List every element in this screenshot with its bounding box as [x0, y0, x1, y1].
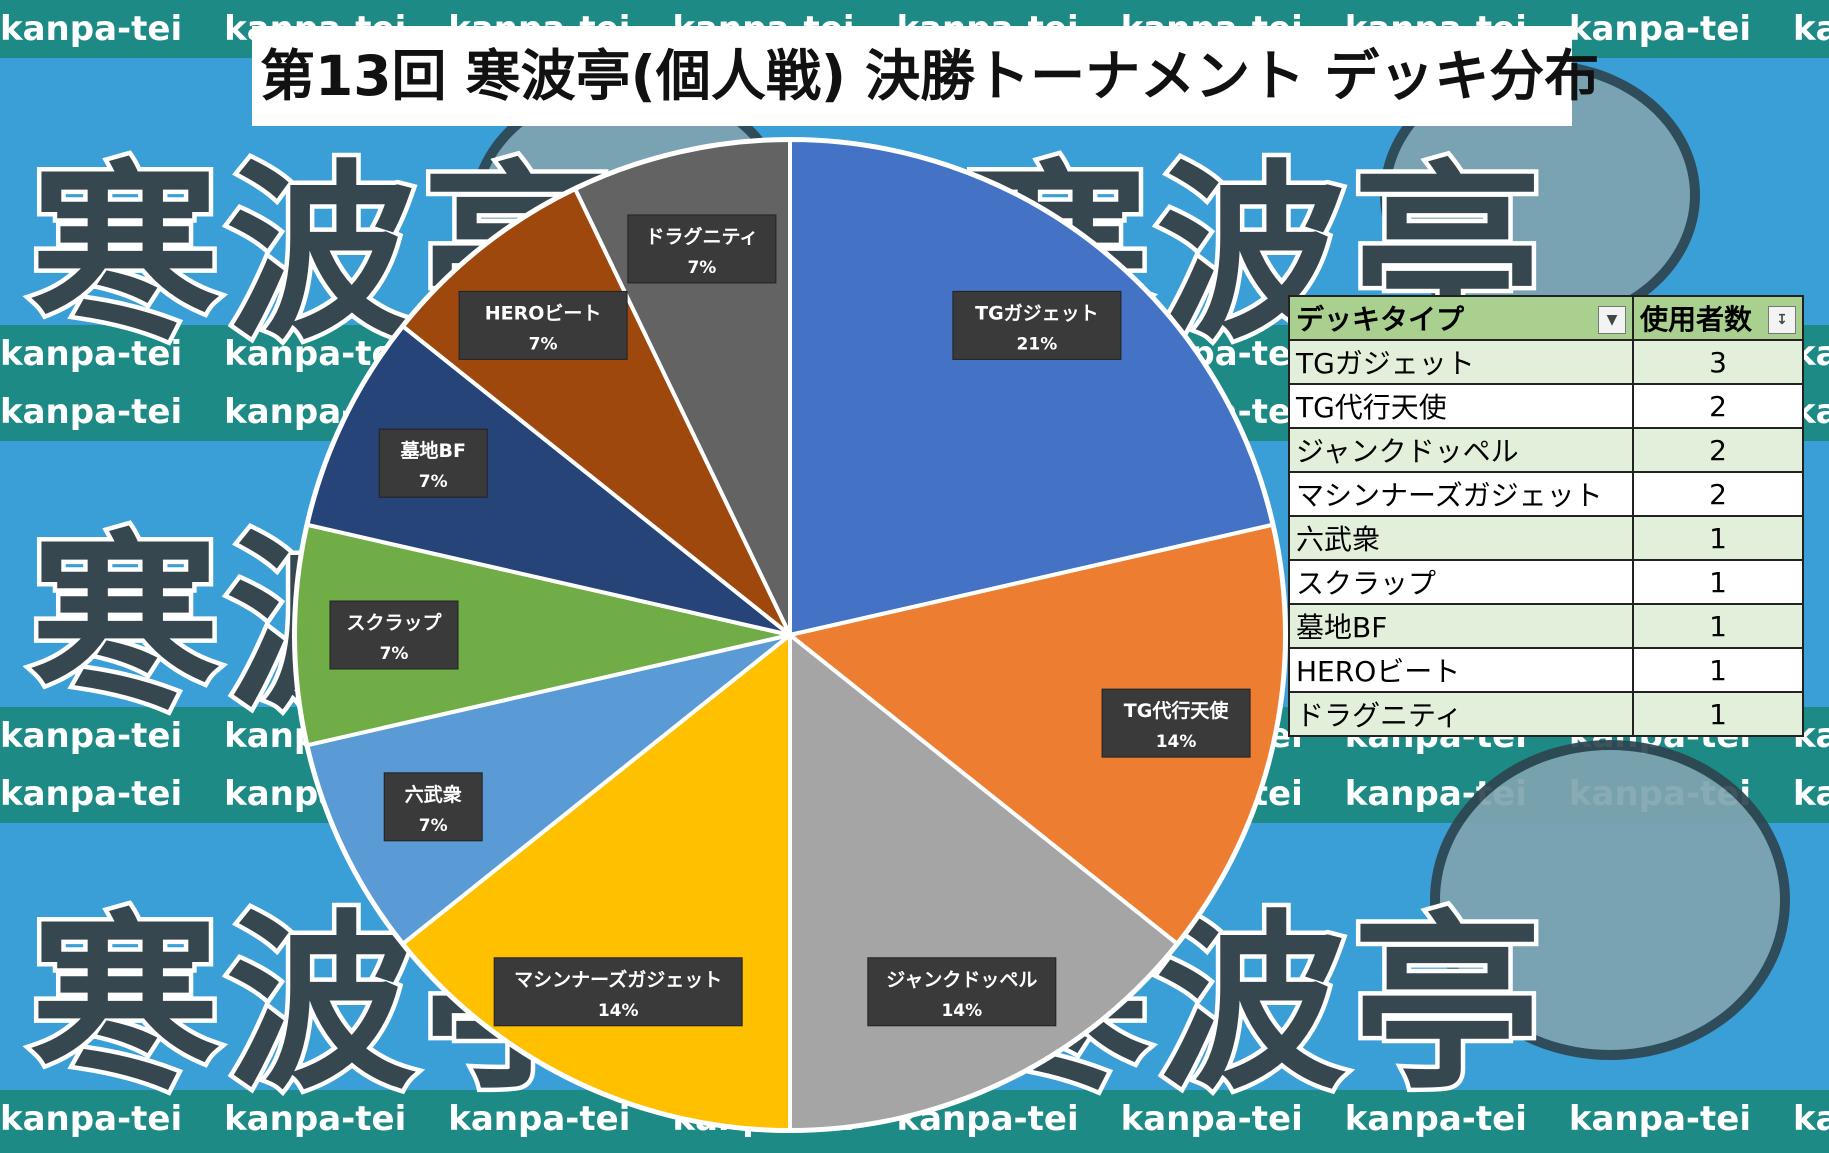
- slice-label-pct: 14%: [941, 1001, 982, 1021]
- slice-label-pct: 7%: [419, 816, 448, 836]
- slice-label-name: スクラップ: [346, 611, 442, 634]
- slice-label-box: [383, 772, 483, 842]
- slice-label-name: ドラグニティ: [645, 225, 758, 248]
- slice-label-box: [458, 290, 628, 360]
- pie-slice: [788, 137, 1275, 638]
- slice-label-pct: 7%: [380, 644, 409, 664]
- user-count-cell[interactable]: 2: [1632, 471, 1804, 517]
- pie-slice: [785, 522, 1288, 947]
- slice-label-pct: 7%: [529, 334, 558, 354]
- table-row[interactable]: TG代行天使 2: [1288, 383, 1804, 429]
- table-row[interactable]: スクラップ 1: [1288, 559, 1804, 605]
- table-row[interactable]: 六武衆 1: [1288, 515, 1804, 561]
- user-count-header: 使用者数 ↧: [1632, 295, 1804, 341]
- deck-type-cell[interactable]: ジャンクドッペル: [1288, 427, 1634, 473]
- chart-title: 第13回 寒波亭(個人戦) 決勝トーナメント デッキ分布: [252, 26, 1599, 126]
- table-row[interactable]: ジャンクドッペル 2: [1288, 427, 1804, 473]
- slice-label-name: TGガジェット: [975, 302, 1099, 324]
- slice-label-name: マシンナーズガジェット: [514, 968, 722, 991]
- user-count-cell[interactable]: 3: [1632, 339, 1804, 385]
- slice-label-pct: 21%: [1017, 334, 1058, 354]
- table-row[interactable]: マシンナーズガジェット 2: [1288, 471, 1804, 517]
- slice-label-name: 墓地BF: [399, 439, 465, 462]
- deck-type-cell[interactable]: TGガジェット: [1288, 339, 1634, 385]
- table-header-row: デッキタイプ ▼ 使用者数 ↧: [1288, 295, 1804, 341]
- slice-label-box: [867, 957, 1057, 1027]
- slice-label-box: [329, 600, 459, 670]
- deck-type-cell[interactable]: ドラグニティ: [1288, 691, 1634, 737]
- user-count-cell[interactable]: 1: [1632, 691, 1804, 737]
- deck-type-cell[interactable]: TG代行天使: [1288, 383, 1634, 429]
- pie-slice: [293, 522, 791, 748]
- slice-label-name: HEROビート: [485, 302, 602, 324]
- sort-descending-icon[interactable]: ↧: [1768, 306, 1796, 334]
- deck-type-cell[interactable]: スクラップ: [1288, 559, 1634, 605]
- deck-type-cell[interactable]: マシンナーズガジェット: [1288, 471, 1634, 517]
- table-row[interactable]: TGガジェット 3: [1288, 339, 1804, 385]
- data-label: ジャンクドッペル 14%: [867, 957, 1057, 1027]
- slice-label-box: [1101, 688, 1251, 758]
- slice-label-name: 六武衆: [405, 783, 462, 806]
- user-count-cell[interactable]: 1: [1632, 647, 1804, 693]
- slice-label-box: [952, 290, 1122, 360]
- table-row[interactable]: HEROビート 1: [1288, 647, 1804, 693]
- data-label: TG代行天使 14%: [1101, 688, 1251, 758]
- slice-label-name: ジャンクドッペル: [886, 969, 1037, 991]
- data-label: 墓地BF 7%: [378, 428, 488, 498]
- slice-label-pct: 7%: [419, 472, 448, 492]
- user-count-cell[interactable]: 2: [1632, 427, 1804, 473]
- user-count-cell[interactable]: 2: [1632, 383, 1804, 429]
- deck-table: デッキタイプ ▼ 使用者数 ↧ TGガジェット 3 TG代行天使 2 ジャンクドッペル 2…: [1288, 295, 1804, 737]
- table-row[interactable]: ドラグニティ 1: [1288, 691, 1804, 737]
- mascot-shape: [1430, 740, 1790, 1060]
- deck-type-cell[interactable]: 墓地BF: [1288, 603, 1634, 649]
- data-label: 六武衆 7%: [383, 772, 483, 842]
- table-row[interactable]: 墓地BF 1: [1288, 603, 1804, 649]
- slice-label-pct: 7%: [687, 258, 716, 278]
- slice-label-pct: 14%: [598, 1001, 639, 1021]
- user-count-cell[interactable]: 1: [1632, 515, 1804, 561]
- user-count-cell[interactable]: 1: [1632, 559, 1804, 605]
- user-count-cell[interactable]: 1: [1632, 603, 1804, 649]
- slice-label-name: TG代行天使: [1124, 699, 1230, 722]
- data-label: TGガジェット 21%: [952, 290, 1122, 360]
- deck-type-cell[interactable]: 六武衆: [1288, 515, 1634, 561]
- slice-label-box: [627, 214, 777, 284]
- slice-label-pct: 14%: [1156, 732, 1197, 752]
- pie-slice: [305, 633, 792, 947]
- data-label: HEROビート 7%: [458, 290, 628, 360]
- data-label: マシンナーズガジェット 14%: [493, 957, 743, 1027]
- slice-label-box: [378, 428, 488, 498]
- deck-type-cell[interactable]: HEROビート: [1288, 647, 1634, 693]
- pie-slice: [305, 323, 792, 637]
- filter-dropdown-icon[interactable]: ▼: [1598, 306, 1626, 334]
- deck-type-header: デッキタイプ ▼: [1288, 295, 1634, 341]
- data-label: ドラグニティ 7%: [627, 214, 777, 284]
- data-label: スクラップ 7%: [329, 600, 459, 670]
- slice-label-box: [493, 957, 743, 1027]
